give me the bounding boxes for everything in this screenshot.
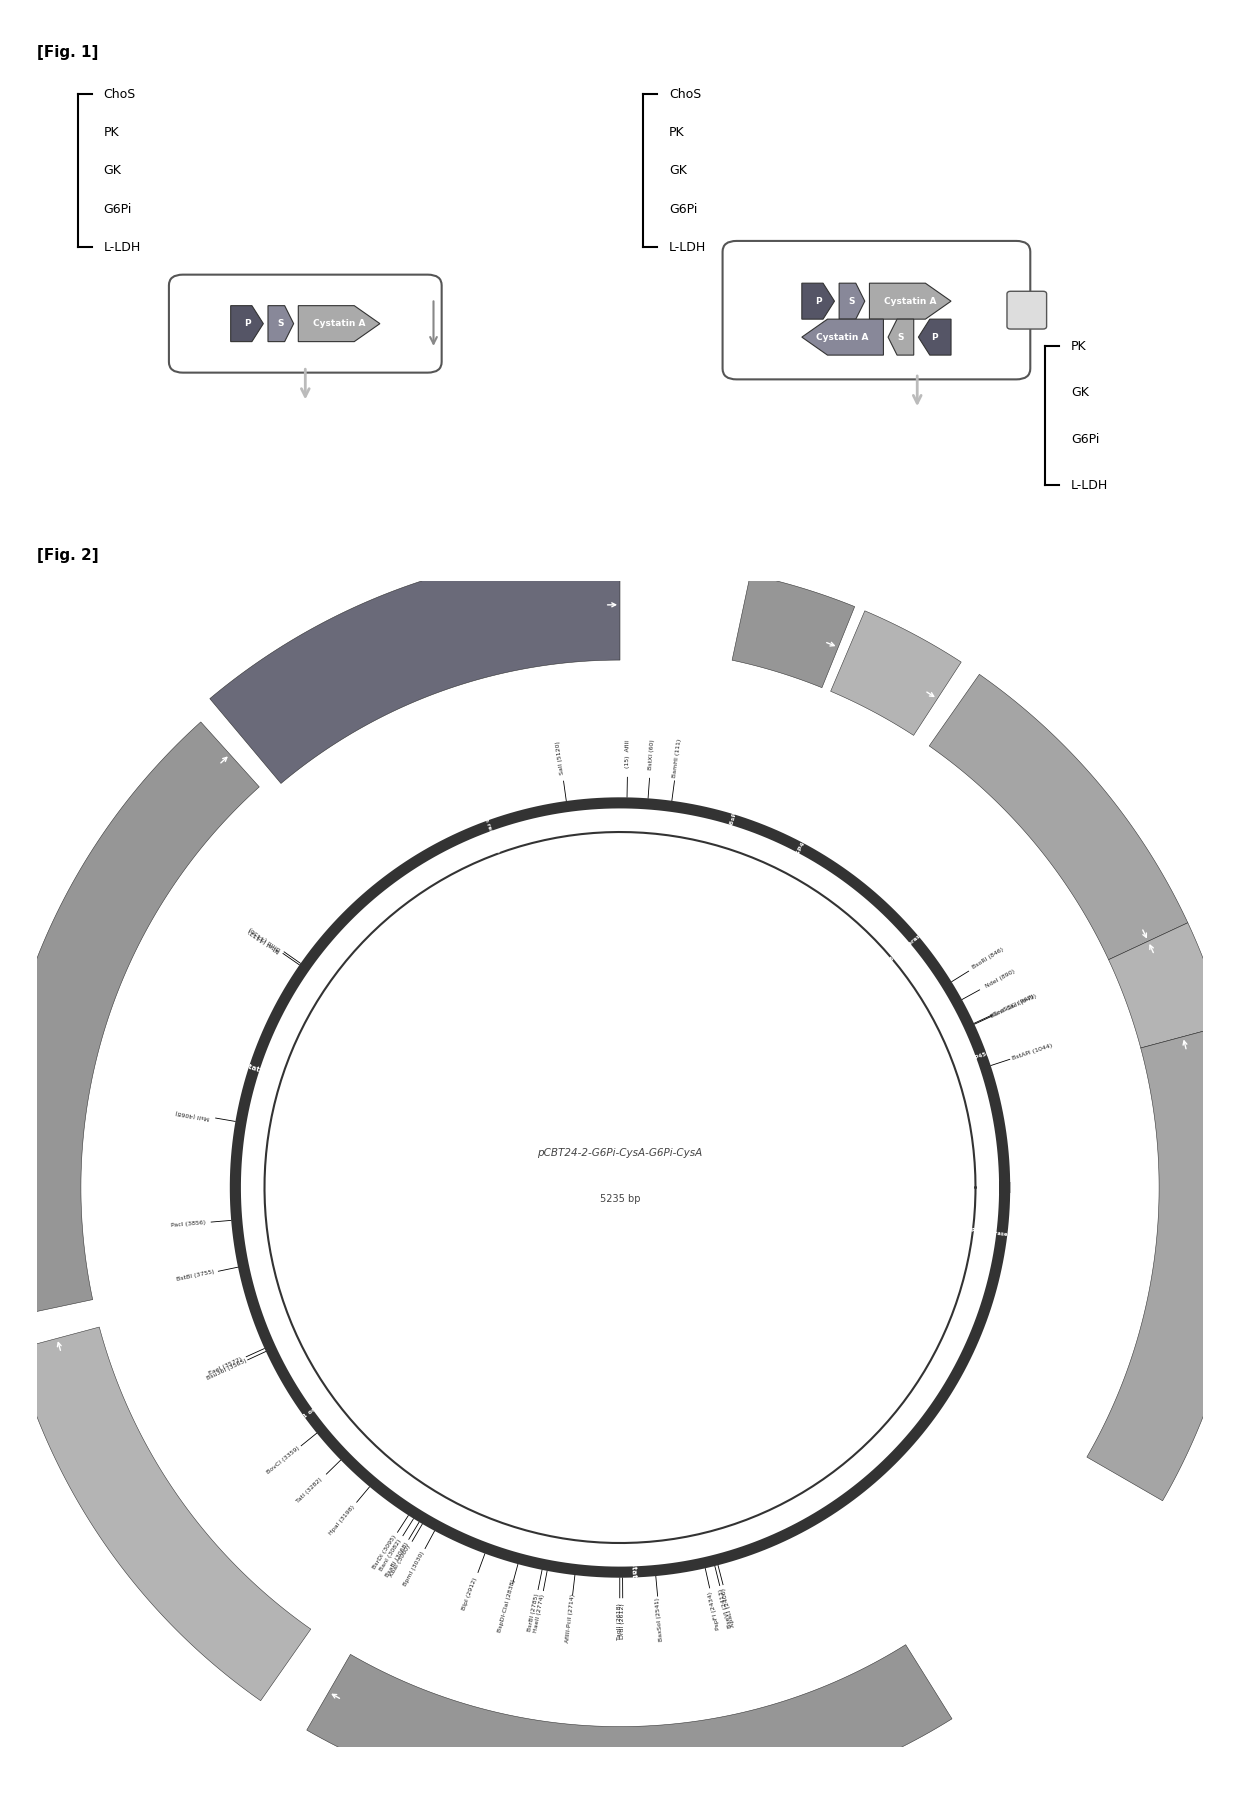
Text: P: P — [815, 297, 821, 306]
Text: p-G6P isomerase(1) promoter: p-G6P isomerase(1) promoter — [957, 1226, 1047, 1242]
Text: Cystatin A: Cystatin A — [234, 1059, 274, 1077]
Text: BamHI (111): BamHI (111) — [672, 737, 683, 777]
Text: S: S — [898, 333, 904, 342]
Polygon shape — [15, 1327, 311, 1701]
Polygon shape — [802, 282, 835, 320]
Polygon shape — [1087, 1025, 1240, 1501]
Text: HaeII (2774): HaeII (2774) — [533, 1593, 546, 1633]
Text: DrdI (2612): DrdI (2612) — [620, 1604, 625, 1640]
Text: G6sP: G6sP — [728, 811, 738, 829]
Text: S: S — [848, 297, 856, 306]
Polygon shape — [210, 550, 620, 784]
Text: BsaBl (3068): BsaBl (3068) — [384, 1541, 409, 1577]
Text: BlpI (2912): BlpI (2912) — [461, 1577, 479, 1611]
Text: PK: PK — [104, 126, 119, 138]
Text: TaqII (2618): TaqII (2618) — [618, 1602, 622, 1640]
Polygon shape — [732, 575, 854, 687]
Polygon shape — [831, 611, 961, 735]
Text: TatI (3282): TatI (3282) — [296, 1476, 324, 1503]
Text: USP45(1): USP45(1) — [967, 1048, 996, 1063]
Text: L-LDH: L-LDH — [104, 241, 141, 254]
Text: pCBT24-2-G6Pi-CysA-G6Pi-CysA: pCBT24-2-G6Pi-CysA-G6Pi-CysA — [537, 1147, 703, 1158]
FancyBboxPatch shape — [723, 241, 1030, 379]
Text: BanII-SacI (949): BanII-SacI (949) — [990, 992, 1038, 1019]
Polygon shape — [306, 1645, 952, 1798]
Text: EaeI (3572): EaeI (3572) — [207, 1357, 243, 1375]
Text: EcoS3KI (947): EcoS3KI (947) — [992, 994, 1034, 1016]
Text: HpaI (3198): HpaI (3198) — [327, 1505, 356, 1535]
Text: BanI (3082): BanI (3082) — [378, 1539, 402, 1571]
Polygon shape — [802, 320, 883, 356]
Text: BovCI (3359): BovCI (3359) — [265, 1446, 300, 1474]
Text: PK: PK — [1071, 340, 1086, 352]
Text: L-LDH: L-LDH — [668, 241, 707, 254]
Text: P: P — [931, 333, 937, 342]
Text: Cystatin A: Cystatin A — [884, 297, 936, 306]
Polygon shape — [1109, 922, 1225, 1048]
Text: P: P — [244, 318, 250, 329]
Text: SalI (5120): SalI (5120) — [556, 741, 565, 775]
Text: PacI (3856): PacI (3856) — [170, 1221, 206, 1228]
Text: BstXI (60): BstXI (60) — [647, 739, 655, 771]
Text: ChoS: ChoS — [668, 88, 701, 101]
Text: XbaI (3060): XbaI (3060) — [389, 1544, 412, 1579]
Text: BstBI (3755): BstBI (3755) — [176, 1269, 215, 1282]
Text: (15)  AflII: (15) AflII — [625, 741, 631, 768]
Text: Cystatin A: Cystatin A — [312, 318, 366, 329]
Text: NheI (4432): NheI (4432) — [247, 928, 280, 953]
Text: BmtI (4436): BmtI (4436) — [248, 926, 281, 951]
FancyBboxPatch shape — [1007, 291, 1047, 329]
Text: BspDI-ClaI (2838): BspDI-ClaI (2838) — [497, 1579, 516, 1633]
Text: p-G6P isomerase promoter: p-G6P isomerase promoter — [882, 912, 949, 969]
Text: BstAPI (1044): BstAPI (1044) — [1011, 1043, 1053, 1061]
Text: GK: GK — [104, 164, 122, 178]
Text: AflIII-PciI (2714): AflIII-PciI (2714) — [564, 1593, 575, 1643]
Text: GK: GK — [668, 164, 687, 178]
Text: G6Pi: G6Pi — [104, 203, 131, 216]
Text: PspFI (2434): PspFI (2434) — [708, 1591, 722, 1631]
Polygon shape — [919, 320, 951, 356]
Text: S: S — [278, 318, 284, 329]
Text: G6Pi: G6Pi — [1071, 433, 1100, 446]
Polygon shape — [299, 306, 379, 342]
Text: USP45: USP45 — [792, 836, 808, 859]
Text: BpmI (3030): BpmI (3030) — [403, 1552, 425, 1588]
Text: BsrDI (3095): BsrDI (3095) — [372, 1534, 398, 1570]
Text: ApaLI (2406): ApaLI (2406) — [722, 1588, 737, 1627]
Text: Erythromycin resistance gene: Erythromycin resistance gene — [471, 784, 506, 868]
Polygon shape — [0, 723, 259, 1318]
Polygon shape — [869, 282, 951, 320]
Text: G6Pi: G6Pi — [668, 203, 697, 216]
Text: BseVI (2413): BseVI (2413) — [718, 1588, 733, 1629]
Text: BsoRI (846): BsoRI (846) — [972, 948, 1006, 971]
Polygon shape — [839, 282, 864, 320]
Text: L-LDH: L-LDH — [1071, 478, 1109, 493]
Polygon shape — [929, 674, 1188, 960]
Polygon shape — [268, 306, 294, 342]
Text: Bsu36I (3565): Bsu36I (3565) — [206, 1357, 247, 1381]
Text: NdeI (890): NdeI (890) — [985, 969, 1016, 989]
Text: BaxSol (2541): BaxSol (2541) — [655, 1597, 665, 1642]
Text: Cystatin A: Cystatin A — [630, 1552, 637, 1593]
Polygon shape — [231, 306, 263, 342]
Text: Cystatin A: Cystatin A — [816, 333, 869, 342]
Text: PK: PK — [668, 126, 684, 138]
Polygon shape — [888, 320, 914, 356]
Text: [Fig. 2]: [Fig. 2] — [37, 548, 99, 563]
Text: BsrBI (2785): BsrBI (2785) — [527, 1593, 539, 1633]
Text: ColE1 origin: ColE1 origin — [290, 1399, 327, 1428]
Text: ChoS: ChoS — [104, 88, 136, 101]
Text: [Fig. 1]: [Fig. 1] — [37, 45, 98, 59]
Text: GK: GK — [1071, 387, 1089, 399]
Text: 5235 bp: 5235 bp — [600, 1194, 640, 1205]
Text: MslI (4068): MslI (4068) — [175, 1109, 210, 1120]
FancyBboxPatch shape — [169, 275, 441, 372]
